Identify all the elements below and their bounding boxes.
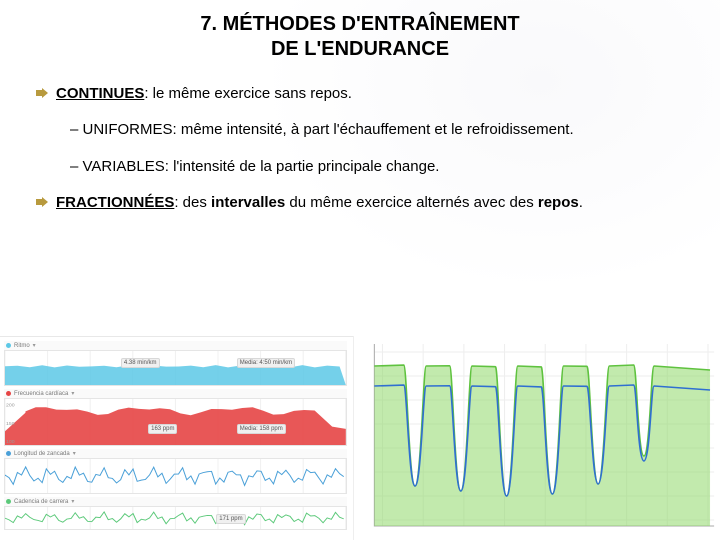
bullet-continues: CONTINUES: le même exercice sans repos. (36, 84, 692, 104)
series-dot (6, 499, 11, 504)
svg-text:200: 200 (6, 403, 15, 409)
right-chart (353, 336, 720, 540)
charts-region: Ritmo▾4.38 min/kmMedia: 4:50 min/kmFrecu… (0, 336, 720, 540)
value-badge: 163 ppm (148, 424, 177, 434)
collapse-icon: ▾ (71, 390, 74, 397)
svg-text:150: 150 (6, 421, 15, 427)
left-panel: Ritmo▾ 4.38 min/km Media: 4:50 min/km (4, 341, 347, 386)
value-badge: 4.38 min/km (121, 358, 160, 368)
panel-header: Frecuencia cardíaca▾ (4, 389, 347, 398)
title-line-2: DE L'ENDURANCE (271, 38, 449, 60)
continues-text: CONTINUES: le même exercice sans repos. (56, 84, 352, 104)
panel-body: 200 150 100 163 ppm Media: 158 ppm (4, 398, 347, 446)
panel-label: Ritmo (14, 343, 30, 349)
sub-variables: – VARIABLES: l'intensité de la partie pr… (70, 157, 692, 177)
left-panel: Longitud de zancada▾ (4, 449, 347, 494)
series-dot (6, 391, 11, 396)
panel-body: 171 ppm (4, 506, 347, 530)
panel-label: Frecuencia cardíaca (14, 391, 68, 397)
panel-header: Ritmo▾ (4, 341, 347, 350)
series-dot (6, 451, 11, 456)
left-chart: Ritmo▾4.38 min/kmMedia: 4:50 min/kmFrecu… (0, 336, 353, 540)
left-panel: Cadencia de carrera▾ 171 ppm (4, 497, 347, 530)
panel-header: Cadencia de carrera▾ (4, 497, 347, 506)
panel-label: Cadencia de carrera (14, 499, 68, 505)
collapse-icon: ▾ (73, 450, 76, 457)
collapse-icon: ▾ (71, 498, 74, 505)
value-badge: 171 ppm (216, 514, 245, 524)
value-badge: Media: 158 ppm (237, 424, 286, 434)
bullet-fractionnees: FRACTIONNÉES: des intervalles du même ex… (36, 193, 692, 213)
panel-header: Longitud de zancada▾ (4, 449, 347, 458)
arrow-icon (36, 197, 48, 207)
arrow-icon (36, 88, 48, 98)
slide-title: 7. MÉTHODES D'ENTRAÎNEMENT DE L'ENDURANC… (28, 12, 692, 62)
panel-label: Longitud de zancada (14, 451, 70, 457)
collapse-icon: ▾ (33, 342, 36, 349)
title-line-1: 7. MÉTHODES D'ENTRAÎNEMENT (200, 13, 519, 35)
value-badge: Media: 4:50 min/km (237, 358, 295, 368)
panel-body (4, 458, 347, 494)
sub-uniformes: – UNIFORMES: même intensité, à part l'éc… (70, 120, 692, 140)
series-dot (6, 343, 11, 348)
svg-text:100: 100 (6, 439, 15, 445)
panel-body: 4.38 min/km Media: 4:50 min/km (4, 350, 347, 386)
left-panel: Frecuencia cardíaca▾ 200 150 100 163 ppm Medi… (4, 389, 347, 446)
fractionnees-text: FRACTIONNÉES: des intervalles du même ex… (56, 193, 583, 213)
